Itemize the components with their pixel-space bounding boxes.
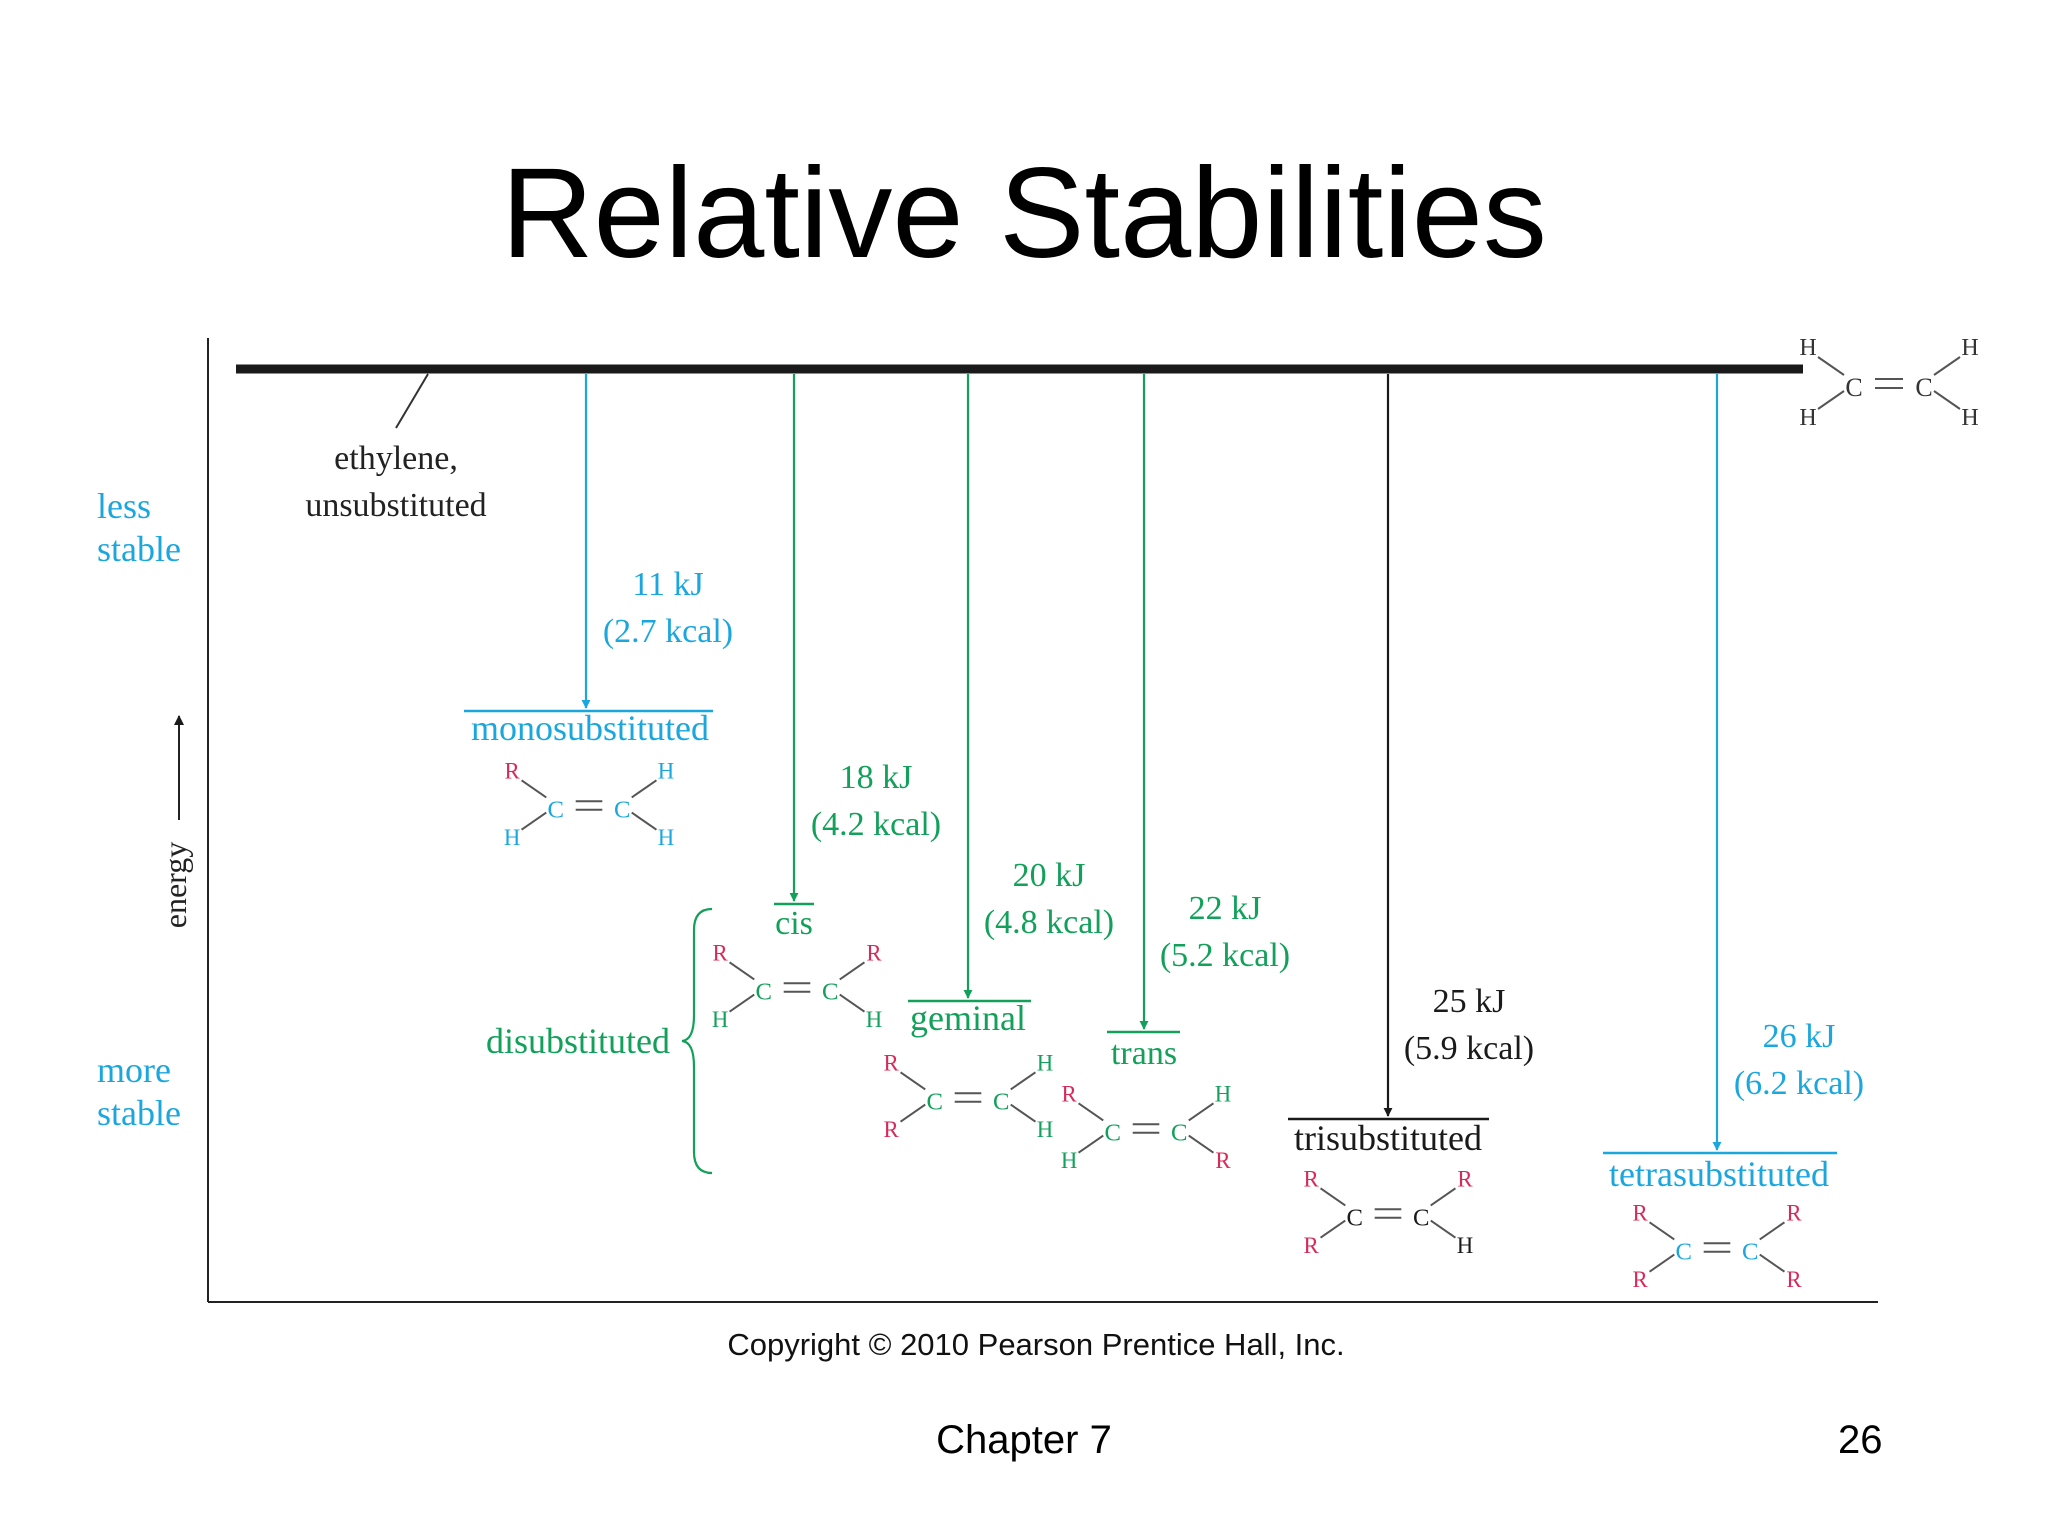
tri-label: trisubstituted [1294,1118,1482,1158]
cis-structure-carbon-left: C [756,978,772,1005]
disubstituted-label: disubstituted [486,1021,670,1061]
mono-structure-carbon-left: C [548,796,564,823]
tri-structure-carbon-right: C [1413,1204,1429,1231]
tetra-energy-kcal: (6.2 kcal) [1734,1065,1864,1102]
ethylene-structure-carbon-left: C [1845,373,1862,402]
tetra-structure-atom-bottom-left: R [1632,1267,1648,1292]
ethylene-leader-line [395,373,429,429]
cis-energy-kj: 18 kJ [840,759,913,796]
mono-structure-atom-bottom-right: H [658,825,674,850]
cis-structure: C C R H R H [712,940,883,1032]
ethylene-structure: C C H H H H [1799,335,1978,431]
copyright-text: Copyright © 2010 Pearson Prentice Hall, … [727,1327,1344,1362]
tri-structure-atom-bottom-left: R [1303,1233,1319,1258]
mono-structure-atom-top-left: R [504,758,520,783]
tri-structure-carbon-left: C [1347,1204,1363,1231]
mono-energy-kcal: (2.7 kcal) [603,613,733,650]
ethylene-structure-atom-top-left: H [1799,335,1816,361]
slide-title: Relative Stabilities [501,142,1547,285]
tri-structure-atom-bottom-right: H [1457,1233,1473,1258]
trans-structure: C C R H H R [1061,1081,1232,1173]
trans-structure-atom-top-left: R [1061,1081,1077,1106]
mono-label: monosubstituted [471,708,709,748]
energy-axis-label: energy [157,842,193,928]
geminal-structure-carbon-right: C [993,1088,1009,1115]
less-stable-label-1: less [97,486,151,526]
trans-label: trans [1111,1035,1177,1072]
trans-structure-atom-bottom-right: R [1215,1148,1231,1173]
less-stable-label-2: stable [97,529,181,569]
geminal-structure-atom-top-left: R [883,1050,899,1075]
mono-energy-kj: 11 kJ [632,566,703,603]
trans-structure-carbon-left: C [1105,1119,1121,1146]
tetra-label: tetrasubstituted [1609,1154,1829,1194]
cis-structure-atom-top-right: R [866,940,882,965]
cis-energy-kcal: (4.2 kcal) [811,806,941,843]
ethylene-structure-atom-bottom-right: H [1961,405,1978,431]
mono-structure-carbon-right: C [614,796,630,823]
geminal-structure: C C R R H H [883,1050,1053,1142]
cis-structure-atom-top-left: R [712,940,728,965]
tri-structure-atom-top-left: R [1303,1166,1319,1191]
ethylene-structure-atom-top-right: H [1961,335,1978,361]
tetra-energy-kj: 26 kJ [1763,1018,1836,1055]
tri-energy-kcal: (5.9 kcal) [1404,1030,1534,1067]
tetra-structure-atom-bottom-right: R [1786,1267,1802,1292]
geminal-structure-atom-bottom-right: H [1037,1117,1053,1142]
geminal-structure-atom-bottom-left: R [883,1117,899,1142]
tri-energy-kj: 25 kJ [1433,983,1506,1020]
mono-structure-atom-bottom-left: H [504,825,520,850]
tetra-structure: C C R R R R [1632,1200,1802,1292]
tetra-structure-carbon-right: C [1742,1238,1758,1265]
cis-structure-atom-bottom-right: H [866,1007,882,1032]
tri-structure: C C R R R H [1303,1166,1473,1258]
cis-structure-atom-bottom-left: H [712,1007,728,1032]
trans-structure-atom-bottom-left: H [1061,1148,1077,1173]
geminal-label: geminal [910,998,1026,1038]
mono-structure: C C R H H H [504,758,674,850]
geminal-energy-kcal: (4.8 kcal) [984,904,1114,941]
trans-structure-carbon-right: C [1171,1119,1187,1146]
page-number: 26 [1838,1418,1883,1462]
mono-structure-atom-top-right: H [658,758,674,783]
tri-structure-atom-top-right: R [1457,1166,1473,1191]
tetra-structure-atom-top-left: R [1632,1200,1648,1225]
trans-structure-atom-top-right: H [1215,1081,1231,1106]
tetra-structure-atom-top-right: R [1786,1200,1802,1225]
ethylene-label-line1: ethylene, [334,440,458,477]
geminal-structure-carbon-left: C [927,1088,943,1115]
geminal-energy-kj: 20 kJ [1013,857,1086,894]
ethylene-structure-carbon-right: C [1915,373,1932,402]
disubstituted-brace [681,907,713,1175]
ethylene-structure-atom-bottom-left: H [1799,405,1816,431]
chapter-footer: Chapter 7 [936,1418,1112,1462]
tetra-structure-carbon-left: C [1676,1238,1692,1265]
trans-energy-kcal: (5.2 kcal) [1160,937,1290,974]
cis-label: cis [775,905,813,942]
geminal-structure-atom-top-right: H [1037,1050,1053,1075]
trans-energy-kj: 22 kJ [1189,890,1262,927]
ethylene-label-line2: unsubstituted [305,487,486,524]
cis-structure-carbon-right: C [822,978,838,1005]
more-stable-label-2: stable [97,1093,181,1133]
more-stable-label-1: more [97,1050,171,1090]
